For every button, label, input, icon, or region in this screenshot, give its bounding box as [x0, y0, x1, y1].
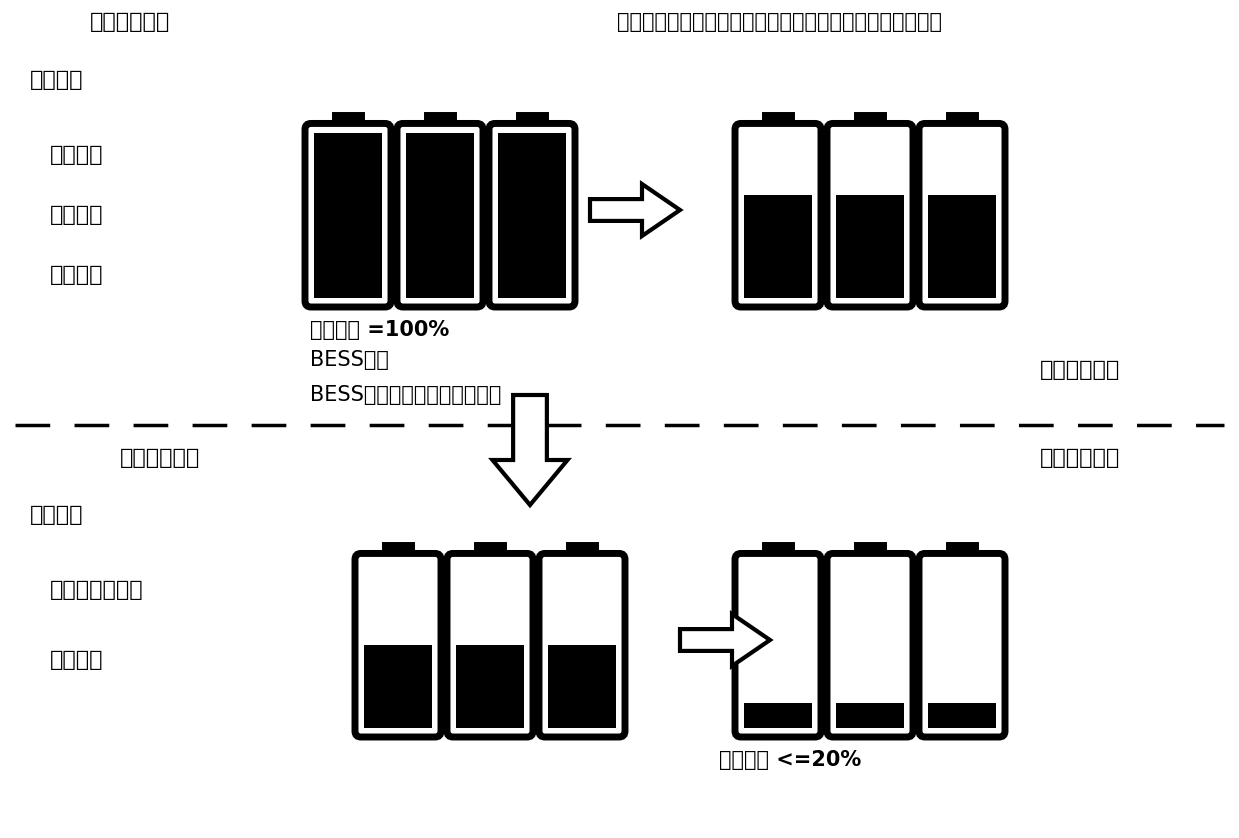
Text: 第一生命阶段: 第一生命阶段 — [1040, 360, 1120, 380]
Text: 额定容量 =100%: 额定容量 =100% — [310, 320, 450, 340]
FancyBboxPatch shape — [735, 553, 821, 737]
Text: BESS位置: BESS位置 — [310, 350, 389, 370]
Text: 负荷预测: 负荷预测 — [50, 205, 104, 225]
Text: 市场电价: 市场电价 — [50, 650, 104, 670]
Bar — [364, 645, 431, 727]
Bar — [949, 545, 975, 556]
Bar — [745, 703, 812, 727]
Text: 额定容量 <=20%: 额定容量 <=20% — [719, 750, 861, 770]
Polygon shape — [680, 614, 769, 666]
Text: 可再生能源预测: 可再生能源预测 — [50, 580, 144, 600]
FancyBboxPatch shape — [919, 553, 1005, 737]
Text: 储能电池系统全生命周期多重分段服务优化规划框架示意图: 储能电池系统全生命周期多重分段服务优化规划框架示意图 — [617, 12, 943, 32]
Bar — [385, 545, 411, 556]
Bar — [836, 703, 903, 727]
Text: 辅助服务市场: 辅助服务市场 — [90, 12, 170, 32]
FancyBboxPatch shape — [305, 123, 392, 307]
Text: BESS剩余容量、剩余循环次数: BESS剩余容量、剩余循环次数 — [310, 385, 502, 405]
FancyBboxPatch shape — [489, 123, 575, 307]
Bar — [764, 545, 792, 556]
Bar — [745, 195, 812, 297]
FancyBboxPatch shape — [539, 553, 624, 737]
FancyBboxPatch shape — [356, 553, 441, 737]
Text: 第二生命阶段: 第二生命阶段 — [1040, 448, 1120, 468]
FancyBboxPatch shape — [919, 123, 1005, 307]
Bar — [569, 545, 595, 556]
FancyBboxPatch shape — [447, 553, 533, 737]
Text: 输入数据: 输入数据 — [30, 505, 83, 525]
Bar — [928, 195, 996, 297]
Bar — [335, 115, 361, 126]
Bar — [857, 545, 883, 556]
Bar — [519, 115, 545, 126]
Bar — [764, 115, 792, 126]
Bar — [836, 195, 903, 297]
Bar — [427, 115, 453, 126]
Bar — [949, 115, 975, 126]
Text: 实时能量市场: 实时能量市场 — [120, 448, 201, 468]
Polygon shape — [590, 184, 680, 236]
FancyBboxPatch shape — [735, 123, 821, 307]
Polygon shape — [492, 395, 567, 505]
Bar — [456, 645, 524, 727]
Bar — [315, 133, 382, 297]
Bar — [857, 115, 883, 126]
Bar — [549, 645, 616, 727]
Text: 输入数据: 输入数据 — [30, 70, 83, 90]
FancyBboxPatch shape — [826, 553, 913, 737]
Text: 电网数据: 电网数据 — [50, 145, 104, 165]
Bar — [498, 133, 566, 297]
Bar — [406, 133, 473, 297]
Bar — [477, 545, 503, 556]
Bar — [928, 703, 996, 727]
FancyBboxPatch shape — [396, 123, 483, 307]
Text: 经济参数: 经济参数 — [50, 265, 104, 285]
FancyBboxPatch shape — [826, 123, 913, 307]
